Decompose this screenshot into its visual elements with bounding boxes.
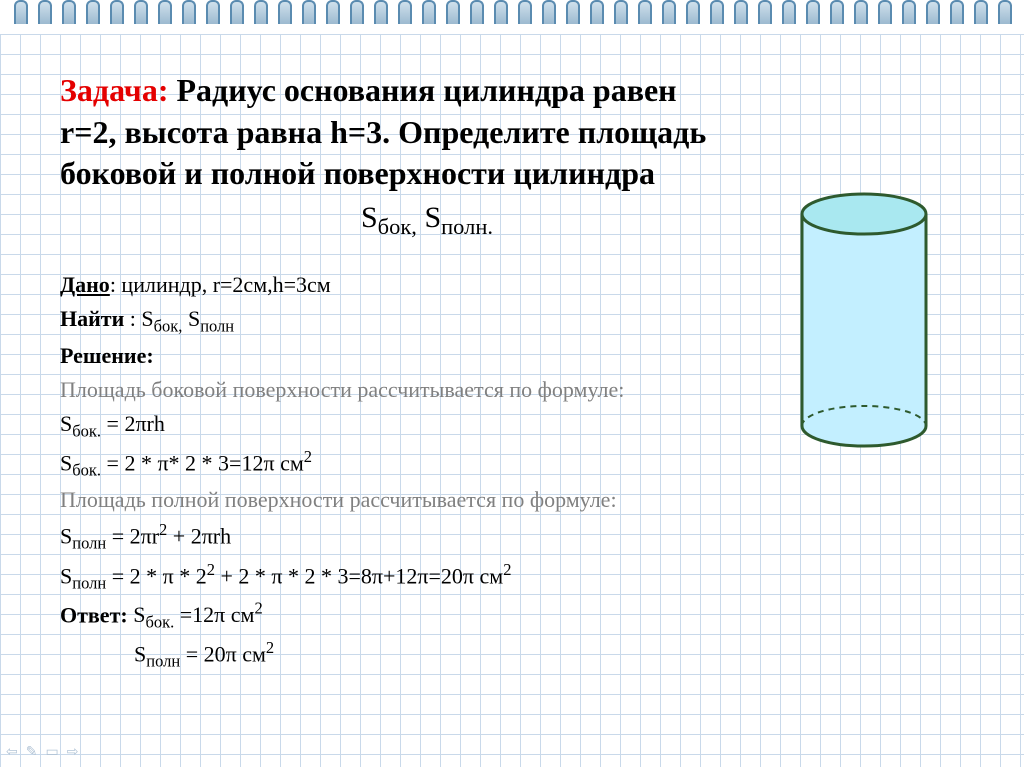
find-label: Найти [60,306,124,331]
problem-title: Задача: Радиус основания цилиндра равен … [60,70,964,195]
nav-prev-icon[interactable]: ⇦ [6,744,18,761]
title-line-2: r=2, высота равна h=3. Определите площад… [60,114,706,150]
find-text: : Sбок, Sполн [124,306,234,331]
spiral-binding [0,0,1024,34]
title-rest-1: Радиус основания цилиндра равен [169,72,677,108]
given-text: : цилиндр, r=2см,h=3см [110,272,331,297]
slide-nav: ⇦ ✎ ▭ ⇨ [6,744,78,761]
given-label: Дано [60,272,110,297]
cylinder-diagram [794,190,934,450]
nav-pen-icon[interactable]: ✎ [26,744,38,761]
title-line-3: боковой и полной поверхности цилиндра [60,155,655,191]
answer-line-2: Sполн = 20π см2 [60,635,964,674]
answer-label: Ответ: [60,602,128,627]
full-formula: Sполн = 2πr2 + 2πrh [60,517,964,556]
nav-next-icon[interactable]: ⇨ [67,744,79,761]
answer-line-1: Sбок. =12π см2 [128,602,263,627]
solution-label: Решение: [60,343,154,368]
task-label: Задача: [60,72,169,108]
nav-stop-icon[interactable]: ▭ [45,744,58,761]
full-calc: Sполн = 2 * π * 22 + 2 * π * 2 * 3=8π+12… [60,557,964,596]
full-description: Площадь полной поверхности рассчитываетс… [60,483,964,517]
